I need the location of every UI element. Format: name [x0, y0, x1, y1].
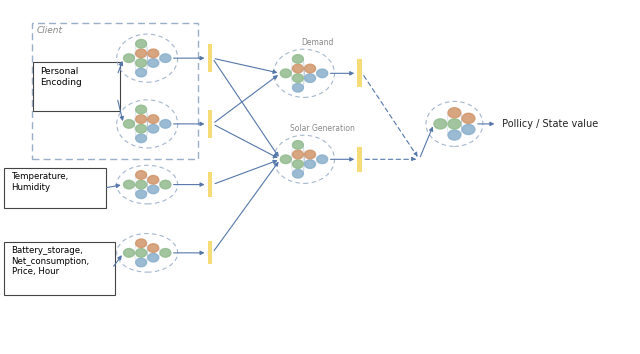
Circle shape — [124, 180, 134, 189]
Bar — [207, 110, 212, 138]
Circle shape — [305, 64, 316, 73]
Circle shape — [124, 249, 134, 257]
Circle shape — [148, 176, 159, 184]
Circle shape — [292, 55, 303, 63]
Circle shape — [317, 155, 328, 164]
Circle shape — [305, 160, 316, 169]
Circle shape — [292, 141, 303, 149]
Circle shape — [148, 253, 159, 262]
Circle shape — [160, 249, 171, 257]
Circle shape — [124, 54, 134, 62]
Circle shape — [292, 170, 303, 178]
Circle shape — [148, 49, 159, 58]
Bar — [207, 44, 212, 72]
Bar — [357, 59, 362, 87]
Circle shape — [462, 113, 475, 124]
Circle shape — [280, 69, 291, 78]
Circle shape — [448, 119, 461, 129]
Circle shape — [292, 64, 303, 73]
Bar — [207, 172, 212, 197]
Circle shape — [292, 84, 303, 92]
Circle shape — [136, 68, 147, 77]
Circle shape — [305, 74, 316, 82]
Text: Temperature,
Humidity: Temperature, Humidity — [12, 172, 68, 192]
Circle shape — [160, 120, 171, 128]
Text: Client: Client — [37, 26, 63, 35]
Text: Battery_storage,
Net_consumption,
Price, Hour: Battery_storage, Net_consumption, Price,… — [12, 246, 90, 276]
Circle shape — [160, 180, 171, 189]
Circle shape — [136, 249, 147, 257]
Circle shape — [292, 160, 303, 169]
Circle shape — [462, 124, 475, 135]
Circle shape — [292, 74, 303, 82]
Circle shape — [305, 150, 316, 159]
Circle shape — [148, 124, 159, 133]
Circle shape — [317, 69, 328, 78]
Text: Solar Generation: Solar Generation — [290, 124, 355, 133]
Bar — [207, 241, 212, 264]
Bar — [357, 147, 362, 172]
Circle shape — [136, 171, 147, 179]
Circle shape — [280, 155, 291, 164]
Circle shape — [136, 105, 147, 114]
Circle shape — [148, 185, 159, 194]
Circle shape — [136, 180, 147, 189]
Circle shape — [136, 190, 147, 199]
Circle shape — [136, 49, 147, 58]
Circle shape — [136, 258, 147, 267]
Circle shape — [160, 54, 171, 62]
Text: Demand: Demand — [301, 38, 333, 47]
Circle shape — [124, 120, 134, 128]
Text: Pollicy / State value: Pollicy / State value — [499, 119, 598, 129]
Circle shape — [148, 244, 159, 252]
Circle shape — [148, 59, 159, 67]
Circle shape — [136, 39, 147, 48]
Circle shape — [292, 150, 303, 159]
Circle shape — [448, 108, 461, 118]
Circle shape — [434, 119, 447, 129]
Circle shape — [136, 134, 147, 143]
Circle shape — [136, 239, 147, 247]
Circle shape — [148, 115, 159, 124]
Circle shape — [136, 115, 147, 124]
Circle shape — [448, 130, 461, 140]
Circle shape — [136, 59, 147, 67]
Circle shape — [136, 124, 147, 133]
Text: Personal
Encoding: Personal Encoding — [40, 67, 82, 87]
